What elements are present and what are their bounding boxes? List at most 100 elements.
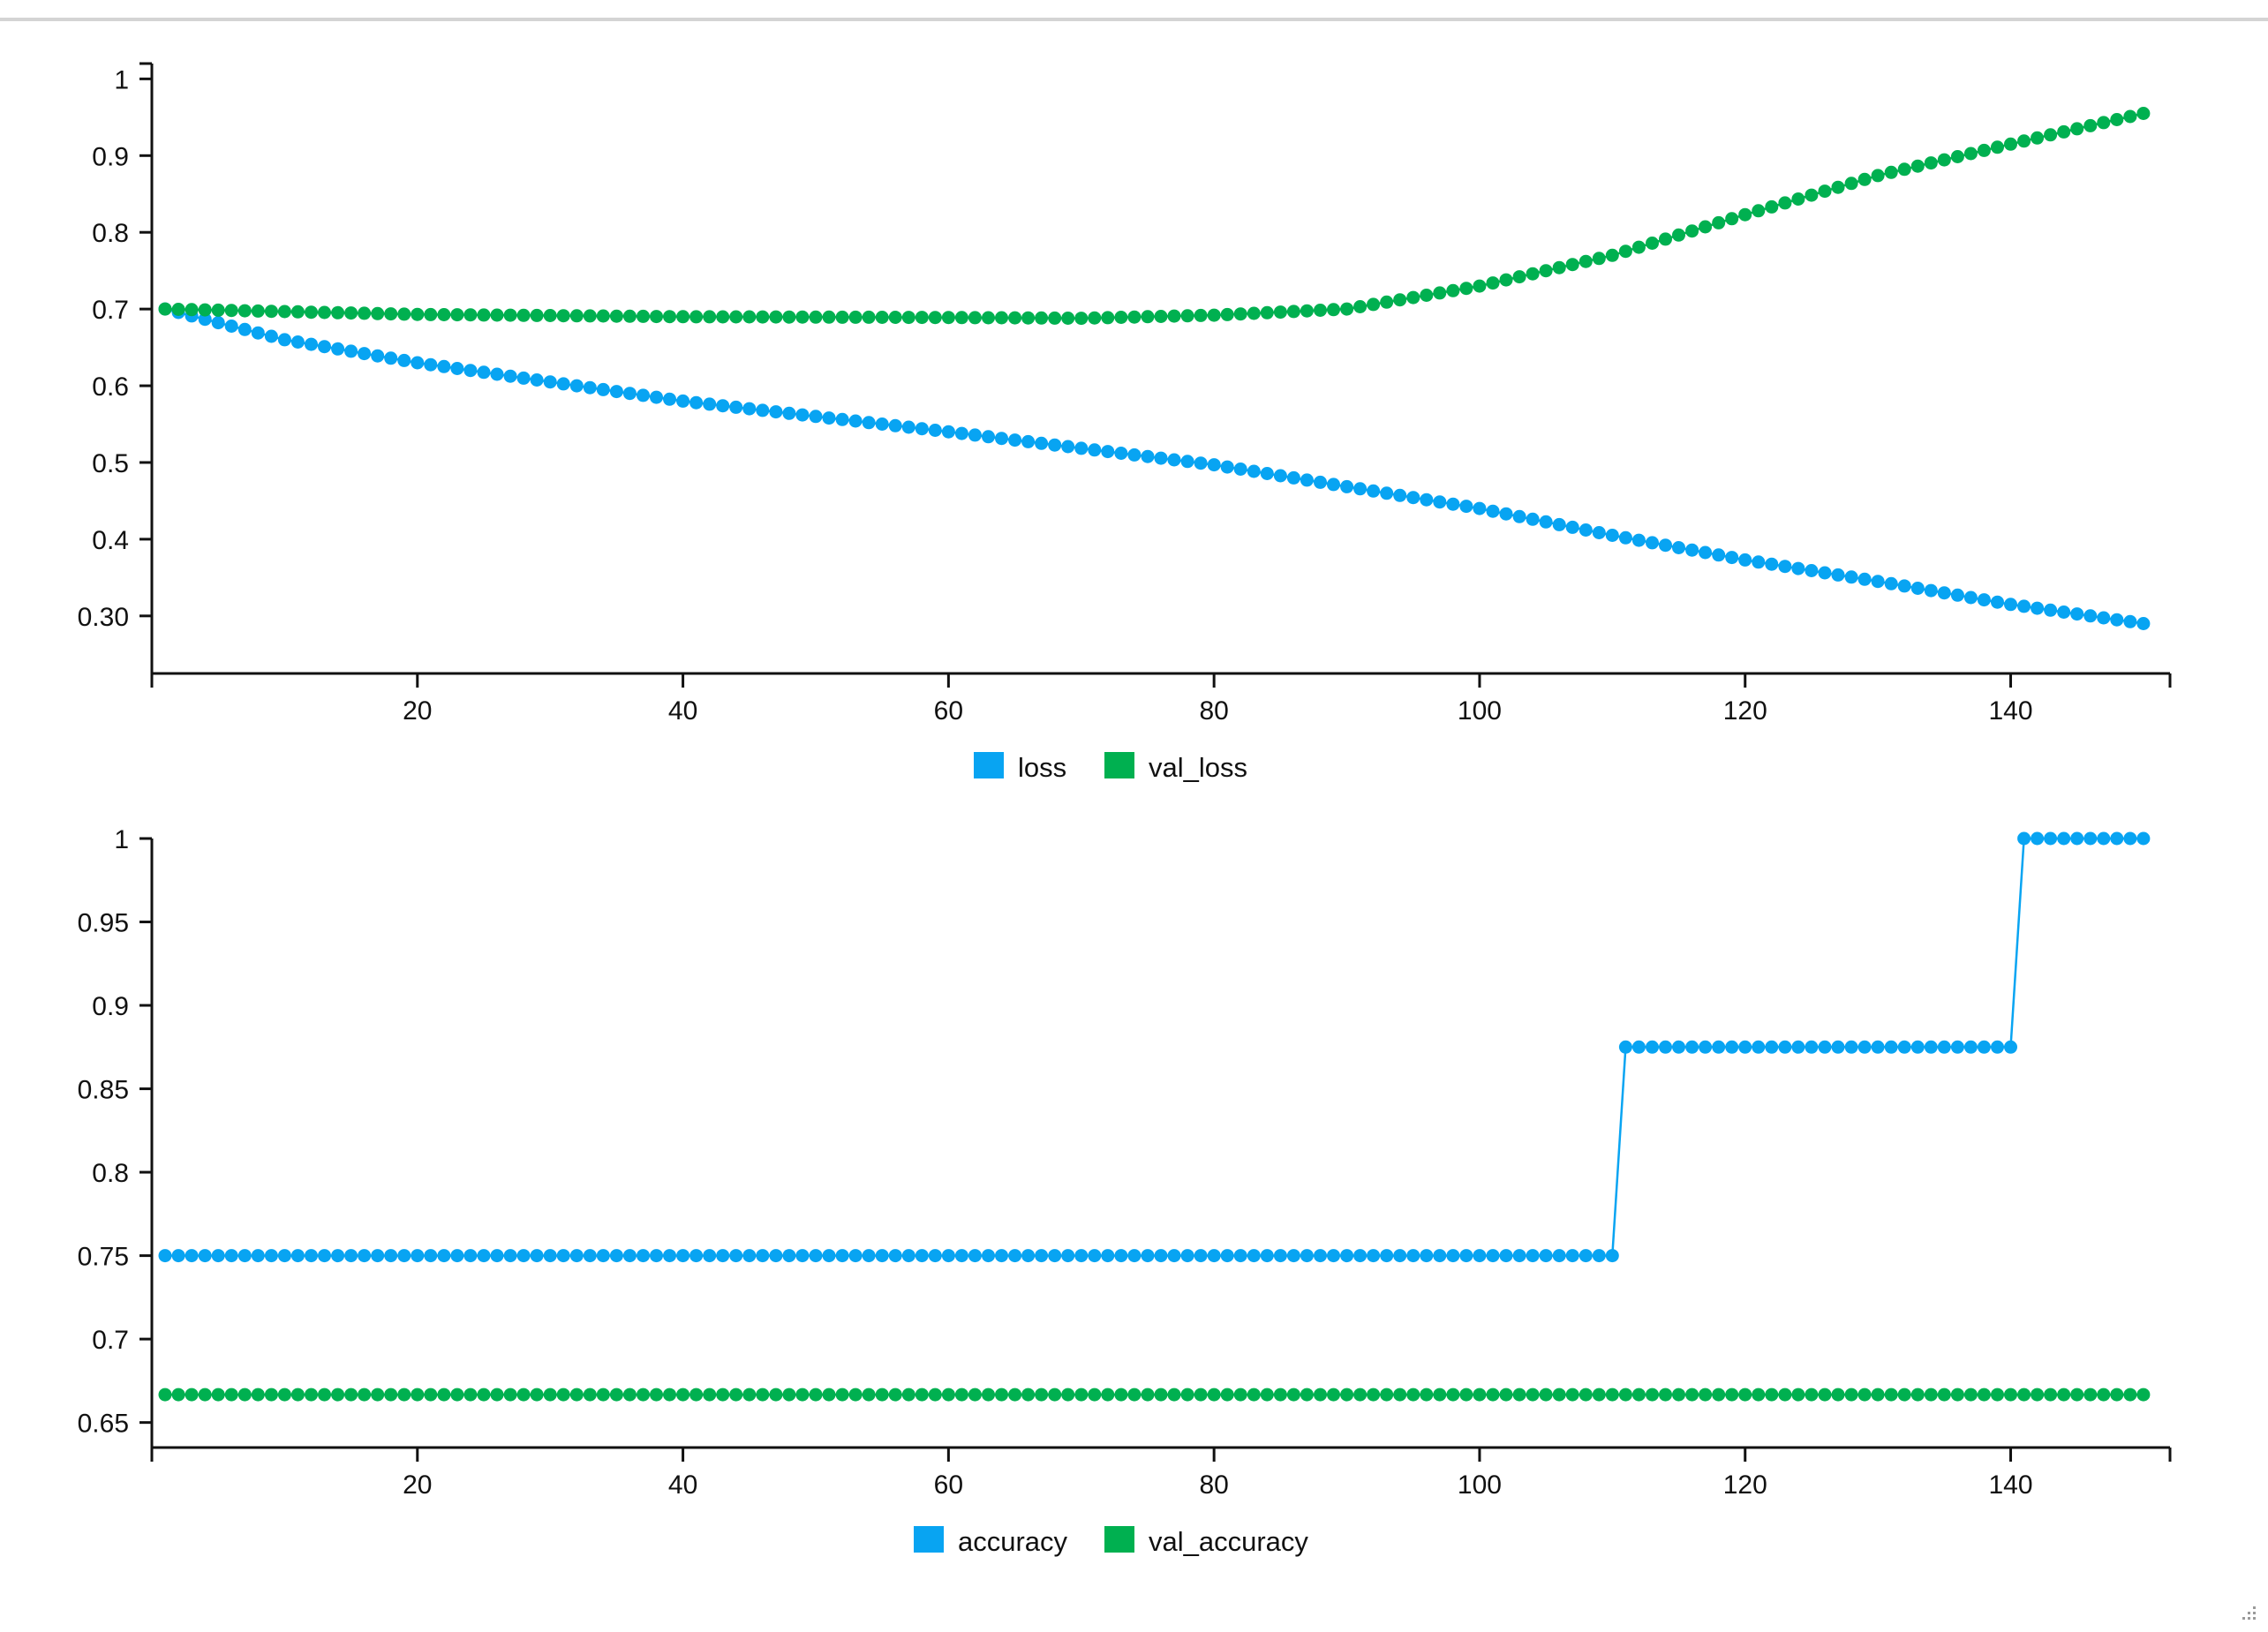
data-point [463,308,478,322]
data-point [264,329,278,343]
data-point [1526,512,1540,526]
data-point [609,1249,623,1263]
data-point [424,307,438,321]
data-point [2136,617,2151,630]
data-point [1924,156,1938,170]
data-point [1207,1388,1221,1402]
data-point [1353,300,1368,313]
data-point [1672,1388,1685,1402]
data-point [1499,1249,1513,1263]
data-point [2017,1388,2031,1402]
data-point [915,1249,929,1263]
data-point [1605,529,1619,542]
data-point [1340,1249,1354,1263]
data-point [290,1249,305,1263]
data-point [716,1388,730,1402]
data-point [2136,107,2151,120]
data-point [1631,533,1646,547]
data-point [835,1249,849,1263]
data-point [277,1249,291,1263]
data-point [1884,1388,1898,1402]
data-point [185,1388,199,1402]
data-point [729,1388,743,1402]
data-point [742,310,757,324]
data-point [1512,509,1526,523]
data-point [490,367,504,381]
data-point [1220,307,1234,321]
series-loss [158,302,2151,630]
data-point [2136,831,2151,846]
data-point [954,1249,968,1263]
data-point [1991,1040,2004,1054]
data-point [822,411,836,425]
data-point [835,310,849,324]
y-tick-label: 0.8 [92,219,129,248]
data-point [1897,1388,1911,1402]
data-point [901,420,915,434]
data-point [676,1249,690,1263]
x-tick-label: 80 [1199,1470,1228,1500]
data-point [596,1388,610,1402]
data-point [516,1388,531,1402]
legend-swatch [914,1526,944,1553]
data-point [596,382,610,396]
data-point [1393,1249,1407,1263]
data-point [384,1388,398,1402]
data-point [1857,1388,1872,1402]
resize-grip-icon[interactable] [2234,1598,2257,1621]
data-point [1327,303,1340,317]
data-point [331,1249,345,1263]
data-point [344,344,358,358]
data-point [1765,199,1779,214]
data-point [1765,557,1779,571]
data-point [1446,283,1460,297]
data-point [928,1249,942,1263]
data-point [1088,443,1102,457]
y-tick-label: 0.8 [92,1159,129,1188]
data-point [1646,1388,1659,1402]
data-point [1818,1388,1832,1402]
data-point [901,1249,915,1263]
data-point [1286,305,1300,319]
data-point [290,305,305,319]
data-point [995,1249,1008,1263]
data-point [1420,289,1434,302]
data-point [569,309,584,323]
data-point [1499,273,1513,287]
data-point [1008,1388,1022,1402]
y-tick-label: 0.85 [78,1076,129,1105]
data-point [2044,603,2058,617]
data-point [411,307,425,321]
data-point [1605,1388,1619,1402]
data-point [1991,595,2004,609]
data-point [305,1249,318,1263]
data-point [1499,507,1513,521]
data-point [437,1388,451,1402]
data-point [516,308,531,322]
data-point [305,337,318,351]
data-point [1646,536,1659,550]
data-point [650,1388,663,1402]
data-point [318,1249,331,1263]
data-point [1260,1388,1274,1402]
top-divider [0,18,2268,21]
data-point [1725,551,1739,565]
legend: accuracy val_accuracy [914,1526,1308,1557]
data-point [397,1249,411,1263]
data-point [437,359,451,373]
data-point [358,1388,372,1402]
data-point [941,311,955,325]
data-point [1910,159,1925,173]
series-accuracy [158,831,2151,1263]
loss-chart: 1 0.9 0.8 0.7 0.6 0.5 0.4 0.30 20 40 60 80 100 120 140… [78,62,2172,783]
data-point [1579,254,1593,268]
data-point [1738,207,1752,222]
data-point [1486,276,1500,290]
data-point [1260,467,1274,480]
data-point [848,1388,863,1402]
data-point [211,316,225,330]
data-point [1433,1249,1447,1263]
data-point [1725,212,1739,226]
data-point [1565,520,1579,534]
data-point [583,1249,597,1263]
